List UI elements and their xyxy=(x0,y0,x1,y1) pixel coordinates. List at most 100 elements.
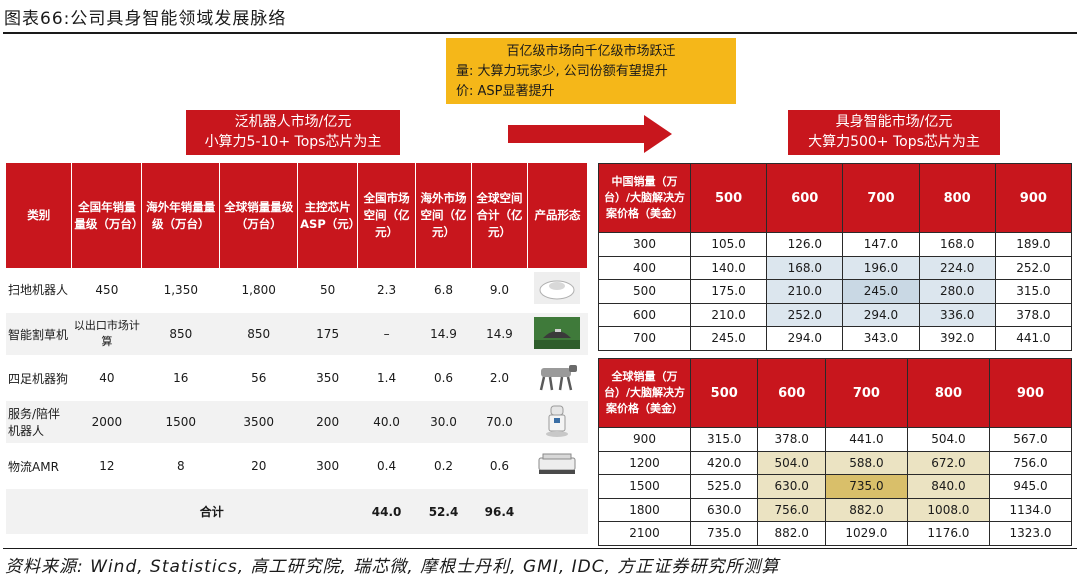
header-global-volume: 全球销量量级（万台） xyxy=(219,163,299,268)
callout-line-2: 量: 大算力玩家少, 公司份额有望提升 xyxy=(456,64,668,79)
table-row: 2100 735.0 882.0 1029.0 1176.0 1323.0 xyxy=(598,521,1073,546)
cell: 50 xyxy=(297,268,358,313)
cell: 56 xyxy=(219,356,298,401)
cell: 378.0 xyxy=(757,427,826,452)
cell: 450 xyxy=(71,268,142,313)
cell: 294.0 xyxy=(766,326,844,351)
cell: 245.0 xyxy=(689,326,768,351)
table-row: 500 175.0 210.0 245.0 280.0 315.0 xyxy=(598,279,1073,304)
header-price: 700 xyxy=(824,358,908,428)
cell: 315.0 xyxy=(994,279,1073,304)
cell: 200 xyxy=(297,400,358,445)
cell: 850 xyxy=(141,312,220,357)
cell: 30.0 xyxy=(415,400,472,445)
cell: 850 xyxy=(219,312,298,357)
service-robot-image xyxy=(546,405,569,437)
cell-highlight: 1008.0 xyxy=(906,497,990,522)
cell: 735.0 xyxy=(689,521,759,546)
cell: 420.0 xyxy=(689,450,759,475)
header-price: 800 xyxy=(906,358,990,428)
callout-line-3: 价: ASP显著提升 xyxy=(456,84,555,99)
row-volume: 2100 xyxy=(598,521,691,546)
header-category: 类别 xyxy=(6,163,73,268)
cell-highlight: 882.0 xyxy=(824,497,908,522)
cell-category: 服务/陪伴机器人 xyxy=(6,400,72,445)
cell: 16 xyxy=(141,356,220,401)
table-row: 900 315.0 378.0 441.0 504.0 567.0 xyxy=(598,427,1073,452)
banner-line-1: 泛机器人市场/亿元 xyxy=(234,114,352,130)
cell: 2.3 xyxy=(357,268,416,313)
cell: 2000 xyxy=(71,400,142,445)
cell: 392.0 xyxy=(918,326,996,351)
cell: 630.0 xyxy=(689,497,759,522)
row-volume: 500 xyxy=(598,279,691,304)
header-axis-label: 全球销量（万台）/大脑解决方案价格（美金） xyxy=(598,358,691,428)
cell: 189.0 xyxy=(994,232,1073,257)
cell: 1500 xyxy=(141,400,220,445)
cell: 以出口市场计算 xyxy=(71,312,142,357)
header-overseas-market: 海外市场空间（亿元） xyxy=(415,163,472,268)
cell: 1176.0 xyxy=(906,521,990,546)
header-global-market: 全球空间合计（亿元） xyxy=(471,163,528,268)
cell: 0.6 xyxy=(471,444,528,489)
cell: 126.0 xyxy=(766,232,844,257)
cell: 3500 xyxy=(219,400,298,445)
header-chip-asp: 主控芯片ASP（元） xyxy=(297,163,360,268)
cell: 8 xyxy=(141,444,220,489)
row-volume: 900 xyxy=(598,427,691,452)
cell: 175.0 xyxy=(689,279,768,304)
cell: 504.0 xyxy=(906,427,990,452)
right-arrow-icon xyxy=(508,115,672,153)
cell: 300 xyxy=(297,444,358,489)
cell: 0.2 xyxy=(415,444,472,489)
banner-line-2: 小算力5-10+ Tops芯片为主 xyxy=(204,134,382,150)
cell: 378.0 xyxy=(994,302,1073,327)
cell: 343.0 xyxy=(842,326,920,351)
robot-vacuum-image xyxy=(534,272,581,304)
header-cn-volume: 全国年销量量级（万台） xyxy=(71,163,143,268)
table-row: 服务/陪伴机器人 2000 1500 3500 200 40.0 30.0 70… xyxy=(6,400,588,445)
cell: 140.0 xyxy=(689,255,768,280)
header-price: 900 xyxy=(994,163,1073,233)
cell-highlight: 336.0 xyxy=(918,302,996,327)
header-cn-market: 全国市场空间（亿元） xyxy=(357,163,417,268)
table-header-row: 中国销量（万台）/大脑解决方案价格（美金） 500 600 700 800 90… xyxy=(598,163,1073,233)
cell: 40.0 xyxy=(357,400,416,445)
header-overseas-volume: 海外年销量量级（万台） xyxy=(141,163,221,268)
table-row: 700 245.0 294.0 343.0 392.0 441.0 xyxy=(598,326,1073,351)
china-sensitivity-table: 中国销量（万台）/大脑解决方案价格（美金） 500 600 700 800 90… xyxy=(598,163,1073,351)
cell-highlight: 210.0 xyxy=(766,279,844,304)
header-price: 600 xyxy=(766,163,844,233)
cell: 0.4 xyxy=(357,444,416,489)
table-row: 1500 525.0 630.0 735.0 840.0 945.0 xyxy=(598,474,1073,499)
cell: 315.0 xyxy=(689,427,759,452)
cell: 168.0 xyxy=(918,232,996,257)
cell-empty xyxy=(527,488,588,534)
table-row: 1200 420.0 504.0 588.0 672.0 756.0 xyxy=(598,450,1073,475)
cell-product-image xyxy=(527,268,588,313)
cell-highlight-center: 735.0 xyxy=(824,474,908,499)
header-price: 600 xyxy=(757,358,826,428)
cell: 882.0 xyxy=(757,521,826,546)
cell-category: 物流AMR xyxy=(6,444,72,489)
cell: 9.0 xyxy=(471,268,528,313)
cell-highlight: 504.0 xyxy=(757,450,826,475)
cell-product-image xyxy=(527,356,588,401)
total-overseas-market: 52.4 xyxy=(415,488,472,534)
source-rule xyxy=(3,548,1077,549)
cell: – xyxy=(357,312,416,357)
banner-line-1: 具身智能市场/亿元 xyxy=(835,114,953,130)
row-volume: 600 xyxy=(598,302,691,327)
cell: 945.0 xyxy=(988,474,1073,499)
cell: 20 xyxy=(219,444,298,489)
cell: 147.0 xyxy=(842,232,920,257)
header-axis-label: 中国销量（万台）/大脑解决方案价格（美金） xyxy=(598,163,691,233)
cell: 175 xyxy=(297,312,358,357)
table-row: 300 105.0 126.0 147.0 168.0 189.0 xyxy=(598,232,1073,257)
robot-dog-image xyxy=(540,364,578,390)
header-product-form: 产品形态 xyxy=(527,163,589,268)
cell-highlight: 245.0 xyxy=(842,279,920,304)
cell: 70.0 xyxy=(471,400,528,445)
cell-highlight: 756.0 xyxy=(757,497,826,522)
cell-category: 扫地机器人 xyxy=(6,268,72,313)
